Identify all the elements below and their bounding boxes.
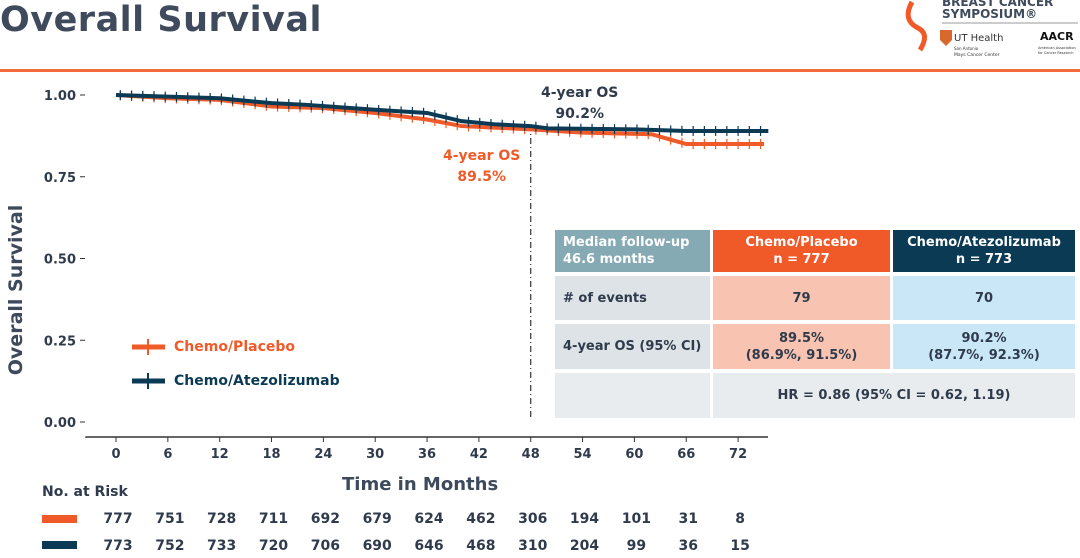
risk-count-placebo: 624 [414,511,444,527]
risk-swatch-atezolizumab [42,541,77,549]
risk-count-atezolizumab: 36 [678,538,698,554]
risk-count-placebo: 679 [362,511,392,527]
risk-count-atezolizumab: 646 [414,538,444,554]
table-header-cell: Median follow-up 46.6 months [555,230,710,272]
table-cell: 79 [713,276,890,320]
header-divider [0,69,1080,72]
legend-placebo-label: Chemo/Placebo [174,339,295,355]
risk-count-placebo: 8 [735,511,745,527]
table-cell: 90.2% (87.7%, 92.3%) [893,324,1075,369]
x-tick-label: 54 [574,447,592,462]
x-tick-label: 72 [729,447,747,462]
svg-text:SYMPOSIUM®: SYMPOSIUM® [942,7,1037,21]
risk-count-placebo: 711 [258,511,289,527]
table-cell-empty [555,373,710,418]
y-axis-label: Overall Survival [5,204,27,376]
risk-count-placebo: 692 [310,511,340,527]
x-tick-label: 30 [366,447,384,462]
y-tick-label: 0.75 [44,171,76,186]
x-tick-label: 42 [470,447,488,462]
risk-count-placebo: 777 [103,511,133,527]
svg-text:San Antonio: San Antonio [954,46,979,51]
table-cell: 70 [893,276,1075,320]
risk-count-atezolizumab: 204 [569,538,600,554]
risk-count-atezolizumab: 99 [626,538,647,554]
risk-count-placebo: 751 [155,511,185,527]
x-axis-label: Time in Months [342,474,499,495]
risk-count-placebo: 194 [569,511,600,527]
ribbon-logo-icon [905,0,927,52]
x-tick-label: 36 [418,447,436,462]
y-tick-label: 0.50 [44,253,76,268]
risk-count-placebo: 101 [621,511,652,527]
page-title: Overall Survival [0,0,322,40]
svg-text:BREAST CANCER: BREAST CANCER [942,0,1053,9]
x-tick-label: 48 [522,447,540,462]
y-tick-label: 1.00 [44,89,76,104]
risk-count-placebo: 306 [518,511,548,527]
risk-count-atezolizumab: 733 [207,538,237,554]
survival-curve-placebo [115,93,764,147]
annotation-label: 4-year OS [541,85,619,101]
table-header-cell: Chemo/Atezolizumab n = 773 [893,230,1075,272]
y-tick-label: 0.00 [44,416,76,431]
risk-count-atezolizumab: 773 [103,538,133,554]
risk-count-placebo: 728 [207,511,237,527]
annotation-placebo: 4-year OS 89.5% [443,146,520,188]
y-tick-label: 0.25 [44,334,76,349]
annotation-value: 90.2% [555,106,604,122]
risk-count-atezolizumab: 15 [730,538,750,554]
risk-count-atezolizumab: 720 [258,538,289,554]
annotation-value: 89.5% [457,169,506,185]
svg-text:Mays Cancer Center: Mays Cancer Center [954,52,1000,58]
risk-count-placebo: 31 [678,511,698,527]
risk-count-atezolizumab: 706 [310,538,340,554]
x-tick-label: 12 [211,447,229,462]
risk-count-atezolizumab: 752 [155,538,185,554]
svg-text:AACR: AACR [1040,30,1074,43]
ut-shield-icon [940,30,952,46]
risk-count-atezolizumab: 310 [518,538,548,554]
x-tick-label: 0 [111,447,120,462]
risk-swatch-placebo [42,515,77,523]
sponsor-logos: BREAST CANCER SYMPOSIUM® UT Health San A… [905,0,1078,58]
x-tick-label: 6 [163,447,172,462]
svg-text:American Association: American Association [1038,46,1076,50]
risk-count-atezolizumab: 468 [466,538,496,554]
table-cell: 89.5% (86.9%, 91.5%) [713,324,890,369]
x-tick-label: 60 [625,447,643,462]
risk-count-placebo: 462 [466,511,496,527]
annotation-atezolizumab: 4-year OS 90.2% [541,83,618,125]
svg-text:UT Health: UT Health [954,33,1003,44]
x-tick-label: 66 [677,447,695,462]
annotation-label: 4-year OS [443,148,521,164]
risk-count-atezolizumab: 690 [362,538,392,554]
hazard-ratio-cell: HR = 0.86 (95% CI = 0.62, 1.19) [713,373,1075,418]
x-tick-label: 18 [262,447,280,462]
x-tick-label: 24 [314,447,332,462]
table-header-cell: Chemo/Placebo n = 777 [713,230,890,272]
legend-atezolizumab-label: Chemo/Atezolizumab [174,373,340,389]
risk-table-label: No. at Risk [42,484,128,500]
table-cell: # of events [555,276,710,320]
survival-curve-atezolizumab [115,93,769,133]
svg-text:for Cancer Research: for Cancer Research [1038,51,1073,55]
table-cell: 4-year OS (95% CI) [555,324,710,369]
